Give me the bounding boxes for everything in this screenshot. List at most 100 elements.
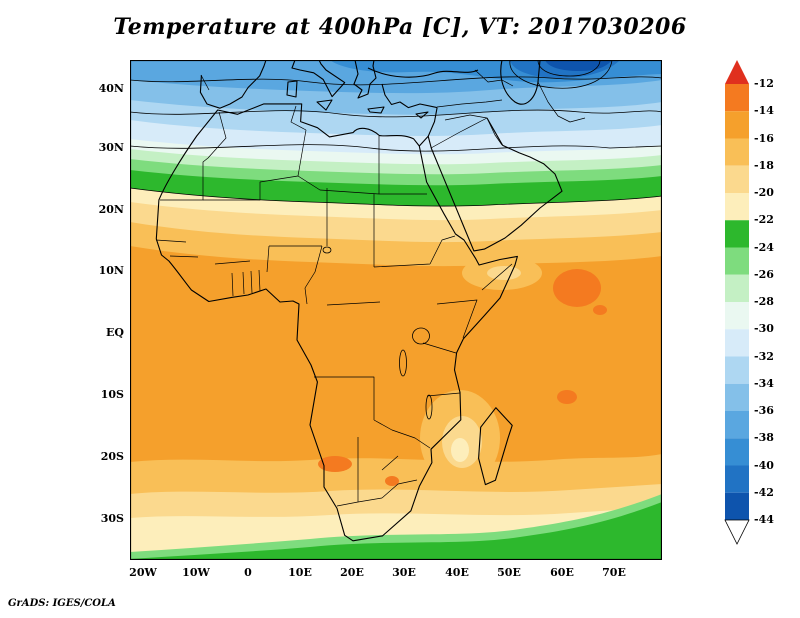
field-cold-blob xyxy=(545,60,612,71)
y-tick-label: 30S xyxy=(100,512,124,525)
field-warm-blob xyxy=(553,269,601,307)
turkey-coastline xyxy=(381,83,438,109)
colorbar-tick-label: -32 xyxy=(754,350,774,363)
colorbar-swatch xyxy=(725,193,749,221)
black-sea-coastline xyxy=(367,67,479,78)
colorbar-tick-label: -42 xyxy=(754,486,774,499)
x-tick-label: 10W xyxy=(182,566,210,579)
colorbar-swatch xyxy=(725,138,749,166)
field-warm-blob xyxy=(318,456,352,472)
contour-line xyxy=(130,144,662,152)
y-tick-label: EQ xyxy=(106,326,124,339)
colorbar-swatch xyxy=(725,220,749,248)
colorbar-tick-label: -22 xyxy=(754,213,774,226)
border-line xyxy=(266,245,323,289)
border-line xyxy=(373,235,456,268)
colorbar-swatch xyxy=(725,411,749,439)
border-line xyxy=(378,136,427,195)
greece-coastline xyxy=(353,60,377,99)
field-pale-patch xyxy=(487,266,521,280)
y-tick-label: 10S xyxy=(100,388,124,401)
italy-coastline xyxy=(291,60,346,98)
colorbar-arrow-bottom xyxy=(724,519,750,545)
border-line xyxy=(160,111,227,201)
field-warm-blob xyxy=(557,390,577,404)
levant-coastline xyxy=(418,107,438,147)
x-tick-label: 20W xyxy=(129,566,157,579)
map xyxy=(130,60,662,560)
contour-lines xyxy=(130,60,662,207)
border-line xyxy=(381,392,461,499)
colorbar-tick-label: -36 xyxy=(754,404,774,417)
madagascar-coastline xyxy=(478,407,513,486)
x-tick-label: 30E xyxy=(392,566,416,579)
colorbar-swatch xyxy=(725,84,749,112)
x-tick-label: 50E xyxy=(497,566,521,579)
lakes xyxy=(322,246,433,420)
x-tick-label: 0 xyxy=(244,566,252,579)
colorbar-swatch xyxy=(725,329,749,357)
contour-line xyxy=(537,60,601,77)
colorbar-tick-label: -44 xyxy=(754,513,774,526)
border-line xyxy=(436,263,513,339)
colorbar-swatch xyxy=(725,111,749,139)
border-line xyxy=(290,105,307,177)
colorbar xyxy=(724,60,750,545)
border-line xyxy=(155,239,251,265)
colorbar-tick-label: -18 xyxy=(754,159,774,172)
x-tick-label: 70E xyxy=(602,566,626,579)
contour-line xyxy=(509,60,613,89)
border-line xyxy=(297,175,380,195)
x-tick-label: 10E xyxy=(288,566,312,579)
colorbar-tick-label: -16 xyxy=(754,132,774,145)
y-tick-label: 40N xyxy=(98,82,124,95)
field-pale-patch xyxy=(451,438,469,462)
border-line xyxy=(304,287,457,354)
colorbar-tick-label: -34 xyxy=(754,377,774,390)
border-line xyxy=(200,74,210,91)
field-band xyxy=(130,502,662,560)
colorbar-swatch xyxy=(725,302,749,330)
y-tick-label: 20S xyxy=(100,450,124,463)
x-tick-label: 40E xyxy=(445,566,469,579)
colorbar-tick-label: -12 xyxy=(754,77,774,90)
cyprus-coastline xyxy=(415,111,429,119)
field-warm-blob xyxy=(593,305,607,315)
colorbar-swatch xyxy=(725,492,749,520)
lake-victoria xyxy=(412,327,430,345)
colorbar-tick-label: -26 xyxy=(754,268,774,281)
colorbar-arrow-top xyxy=(725,60,749,84)
colorbar-swatch xyxy=(725,274,749,302)
africa-coastline xyxy=(155,103,518,542)
temperature-field xyxy=(130,60,662,560)
colorbar-tick-label: -24 xyxy=(754,241,774,254)
colorbar-swatch xyxy=(725,383,749,411)
crete-coastline xyxy=(367,106,385,114)
lake-tanganyika xyxy=(399,349,407,377)
border-line xyxy=(436,99,503,108)
x-tick-label: 60E xyxy=(550,566,574,579)
colorbar-tick-label: -40 xyxy=(754,459,774,472)
field-warm-blob xyxy=(385,476,399,486)
colorbar-tick-label: -38 xyxy=(754,431,774,444)
contour-line xyxy=(130,187,662,207)
coastlines xyxy=(155,60,563,542)
border-line xyxy=(231,269,261,297)
border-line xyxy=(326,188,375,267)
x-tick-label: 20E xyxy=(340,566,364,579)
sicily-coastline xyxy=(316,99,333,111)
border-line xyxy=(314,376,431,449)
sardinia-coastline xyxy=(286,80,298,98)
arabia-coastline xyxy=(427,117,563,252)
colorbar-swatch xyxy=(725,165,749,193)
colorbar-tick-label: -28 xyxy=(754,295,774,308)
colorbar-tick-label: -20 xyxy=(754,186,774,199)
border-line xyxy=(203,175,299,201)
y-tick-label: 20N xyxy=(98,203,124,216)
colorbar-tick-label: -30 xyxy=(754,322,774,335)
colorbar-swatch xyxy=(725,465,749,493)
credit-text: GrADS: IGES/COLA xyxy=(8,598,116,609)
border-line xyxy=(474,69,586,123)
plot-title: Temperature at 400hPa [C], VT: 201703020… xyxy=(113,14,687,40)
